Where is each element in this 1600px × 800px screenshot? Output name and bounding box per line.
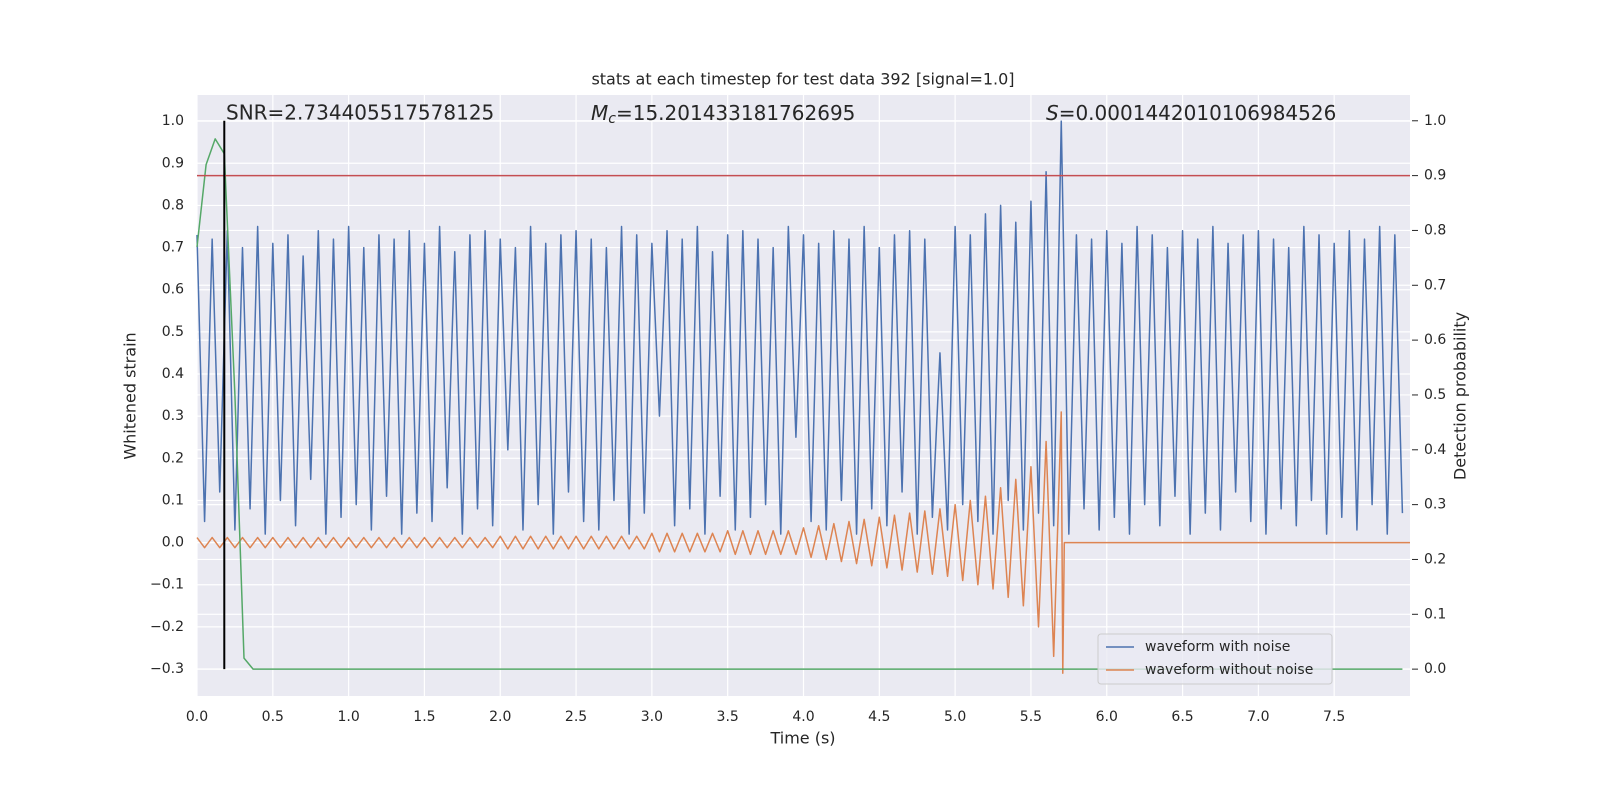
x-tick-label: 6.5 (1171, 709, 1193, 725)
annotation-subscript: c (608, 111, 616, 127)
x-tick-label: 2.5 (565, 709, 587, 725)
y-tick-label: 0.6 (162, 282, 184, 298)
x-tick-label: 0.5 (262, 709, 284, 725)
y-tick-label: 0.5 (162, 324, 184, 340)
x-tick-label: 6.0 (1096, 709, 1118, 725)
annotation-symbol: S (1046, 101, 1059, 125)
x-tick-label: 7.5 (1323, 709, 1345, 725)
series-line (196, 411, 1410, 674)
y-tick-label: 1.0 (162, 113, 184, 129)
series-line (196, 120, 1404, 535)
y-tick-label: 0.8 (162, 197, 184, 213)
x-tick-label: 5.5 (1020, 709, 1042, 725)
y-tick-label: 0.3 (162, 408, 184, 424)
series-line (196, 138, 1403, 670)
y2-tick-label: 0.2 (1424, 551, 1446, 567)
legend: waveform with noise waveform without nois… (1097, 633, 1333, 685)
y-tick-label: 0.7 (162, 240, 184, 256)
y2-tick-label: 0.1 (1424, 606, 1446, 622)
annotation-value: =0.0001442010106984526 (1059, 101, 1337, 125)
y2-tick-label: 0.9 (1424, 168, 1446, 184)
y2-tick-label: 0.5 (1424, 387, 1446, 403)
chart-title: stats at each timestep for test data 392… (591, 70, 1014, 89)
y2-tick-label: 0.3 (1424, 497, 1446, 513)
x-tick-label: 2.0 (489, 709, 511, 725)
annotation: Mc=15.201433181762695 (591, 101, 855, 128)
legend-label: waveform without noise (1145, 662, 1313, 678)
y2-tick-label: 0.0 (1424, 661, 1446, 677)
y-tick-label: −0.1 (150, 577, 184, 593)
x-tick-label: 0.0 (186, 709, 208, 725)
y-tick-label: 0.9 (162, 155, 184, 171)
y2-tick-label: 0.4 (1424, 442, 1446, 458)
x-tick-label: 4.0 (792, 709, 814, 725)
y2-tick-label: 0.8 (1424, 222, 1446, 238)
x-tick-label: 7.0 (1247, 709, 1269, 725)
legend-box (1097, 633, 1333, 685)
marks (196, 120, 1410, 674)
y-tick-label: 0.2 (162, 450, 184, 466)
x-tick-label: 4.5 (868, 709, 890, 725)
annotation: SNR=2.734405517578125 (226, 101, 494, 125)
y2-tick-label: 0.7 (1424, 277, 1446, 293)
y-tick-label: 0.0 (162, 535, 184, 551)
y-tick-label: −0.2 (150, 619, 184, 635)
legend-label: waveform with noise (1145, 639, 1290, 655)
y-tick-label: 0.1 (162, 492, 184, 508)
x-axis-label: Time (s) (769, 729, 835, 748)
x-tick-label: 1.0 (337, 709, 359, 725)
y2-tick-label: 1.0 (1424, 113, 1446, 129)
x-tick-label: 3.5 (717, 709, 739, 725)
x-tick-label: 1.5 (413, 709, 435, 725)
annotation-value: =15.201433181762695 (616, 101, 855, 125)
y2-axis-label: Detection probability (1451, 312, 1470, 480)
y2-tick-label: 0.6 (1424, 332, 1446, 348)
y-tick-label: −0.3 (150, 661, 184, 677)
x-tick-label: 5.0 (944, 709, 966, 725)
y-axis-label: Whitened strain (121, 332, 140, 459)
x-tick-label: 3.0 (641, 709, 663, 725)
annotation: S=0.0001442010106984526 (1046, 101, 1336, 125)
annotation-symbol: M (591, 101, 608, 125)
y-tick-label: 0.4 (162, 366, 184, 382)
